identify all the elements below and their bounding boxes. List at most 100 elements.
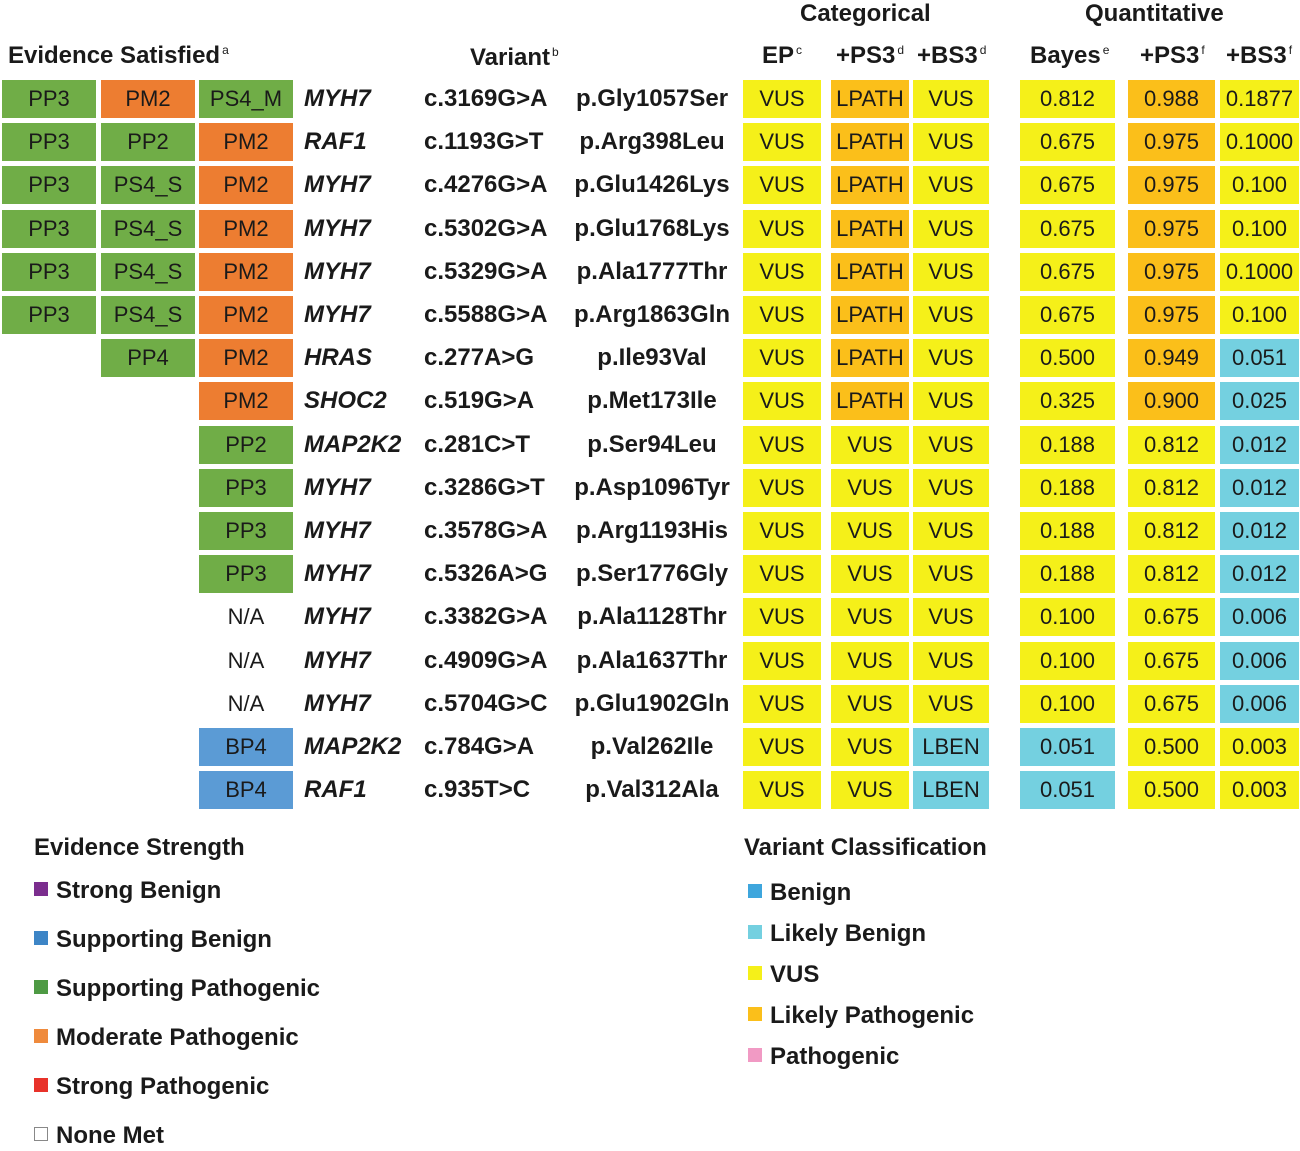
evidence-cell: PP3	[199, 469, 293, 507]
bs3-probability: 0.1000	[1220, 253, 1299, 291]
bs3-categorical-header: +BS3 d	[917, 42, 987, 69]
gene-name: RAF1	[304, 128, 367, 155]
gene-name: MYH7	[304, 85, 371, 112]
evidence-cell: PM2	[199, 253, 293, 291]
protein-change: p.Glu1426Lys	[574, 171, 730, 198]
protein-change: p.Ala1637Thr	[576, 647, 728, 674]
ps3-probability: 0.975	[1128, 296, 1215, 334]
ps3-probability: 0.975	[1128, 210, 1215, 248]
ps3-probability: 0.675	[1128, 598, 1215, 636]
cdna-change: c.3286G>T	[424, 474, 545, 501]
evidence-cell: PM2	[199, 166, 293, 204]
bs3-quantitative-header: +BS3 f	[1226, 42, 1293, 69]
gene-name: MYH7	[304, 690, 371, 717]
ep-classification: VUS	[743, 771, 821, 809]
ps3-probability: 0.988	[1128, 80, 1215, 118]
legend-label: Strong Pathogenic	[56, 1073, 270, 1100]
protein-change: p.Arg1193His	[575, 517, 729, 544]
bs3-classification: VUS	[913, 210, 989, 248]
ps3-classification: VUS	[831, 426, 909, 464]
gene-name: HRAS	[304, 344, 373, 371]
evidence-cell: PS4_S	[101, 166, 195, 204]
bs3-classification: VUS	[913, 642, 989, 680]
ps3-probability: 0.975	[1128, 166, 1215, 204]
ep-classification: VUS	[743, 296, 821, 334]
bs3-classification: VUS	[913, 426, 989, 464]
evidence-satisfied-header: Evidence Satisfied a	[8, 42, 229, 69]
bayes-probability: 0.188	[1020, 512, 1115, 550]
evidence-cell: PS4_S	[101, 253, 195, 291]
bs3-probability: 0.006	[1220, 642, 1299, 680]
legend-swatch	[34, 1127, 48, 1141]
categorical-header: Categorical	[800, 0, 931, 27]
evidence-cell: PP3	[2, 210, 96, 248]
evidence-cell: PP3	[2, 123, 96, 161]
evidence-cell: PP3	[2, 166, 96, 204]
evidence-cell: PP3	[2, 253, 96, 291]
ps3-quantitative-header: +PS3 f	[1140, 42, 1205, 69]
evidence-cell: BP4	[199, 771, 293, 809]
protein-change: p.Arg1863Gln	[573, 301, 731, 328]
variant-header: Variant b	[470, 44, 559, 71]
ep-header: EP c	[762, 42, 803, 69]
gene-name: MAP2K2	[304, 733, 402, 760]
ep-classification: VUS	[743, 166, 821, 204]
ep-classification: VUS	[743, 210, 821, 248]
evidence-cell: PP3	[199, 555, 293, 593]
legend-label: Supporting Benign	[56, 926, 272, 953]
ep-classification: VUS	[743, 80, 821, 118]
protein-change: p.Glu1902Gln	[574, 690, 730, 717]
bs3-classification: VUS	[913, 469, 989, 507]
bayes-probability: 0.188	[1020, 469, 1115, 507]
legend-swatch	[748, 966, 762, 980]
ps3-classification: LPATH	[831, 382, 909, 420]
evidence-cell: PM2	[199, 296, 293, 334]
bayes-probability: 0.675	[1020, 210, 1115, 248]
bayes-probability: 0.675	[1020, 296, 1115, 334]
ps3-probability: 0.900	[1128, 382, 1215, 420]
protein-change: p.Arg398Leu	[579, 128, 725, 155]
cdna-change: c.519G>A	[424, 387, 535, 414]
legend-swatch	[34, 882, 48, 896]
legend-item: Supporting Pathogenic	[34, 974, 320, 1004]
cdna-change: c.5588G>A	[424, 301, 548, 328]
evidence-cell: PP2	[199, 426, 293, 464]
bs3-probability: 0.1877	[1220, 80, 1299, 118]
bs3-probability: 0.100	[1220, 210, 1299, 248]
bs3-classification: VUS	[913, 382, 989, 420]
legend-item: Likely Benign	[748, 919, 926, 949]
ps3-classification: VUS	[831, 728, 909, 766]
ps3-probability: 0.975	[1128, 253, 1215, 291]
bayes-probability: 0.100	[1020, 685, 1115, 723]
legend-item: Likely Pathogenic	[748, 1001, 974, 1031]
ps3-classification: VUS	[831, 771, 909, 809]
bayes-probability: 0.812	[1020, 80, 1115, 118]
legend-label: None Met	[56, 1122, 164, 1149]
gene-name: RAF1	[304, 776, 367, 803]
bayes-probability: 0.675	[1020, 253, 1115, 291]
bayes-probability: 0.051	[1020, 771, 1115, 809]
bayes-probability: 0.500	[1020, 339, 1115, 377]
ep-classification: VUS	[743, 642, 821, 680]
ps3-probability: 0.675	[1128, 685, 1215, 723]
evidence-cell: PS4_S	[101, 296, 195, 334]
cdna-change: c.1193G>T	[424, 128, 544, 155]
evidence-cell: PM2	[199, 382, 293, 420]
bayes-probability: 0.188	[1020, 555, 1115, 593]
bs3-probability: 0.012	[1220, 426, 1299, 464]
protein-change: p.Ile93Val	[597, 344, 707, 371]
gene-name: MYH7	[304, 603, 371, 630]
bs3-probability: 0.100	[1220, 296, 1299, 334]
legend-label: Likely Pathogenic	[770, 1002, 975, 1029]
bs3-classification: VUS	[913, 598, 989, 636]
ep-classification: VUS	[743, 598, 821, 636]
protein-change: p.Glu1768Lys	[574, 215, 730, 242]
ps3-classification: VUS	[831, 469, 909, 507]
ps3-classification: LPATH	[831, 123, 909, 161]
ep-classification: VUS	[743, 728, 821, 766]
cdna-change: c.5302G>A	[424, 215, 548, 242]
gene-name: MYH7	[304, 215, 371, 242]
evidence-cell: N/A	[227, 691, 265, 716]
protein-change: p.Ser94Leu	[587, 431, 717, 458]
evidence-cell: PP4	[101, 339, 195, 377]
